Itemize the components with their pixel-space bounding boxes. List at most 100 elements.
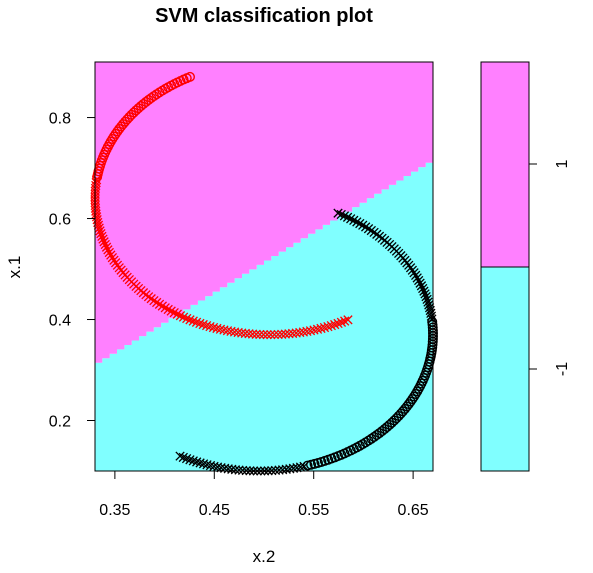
- point-x-marker: [94, 223, 104, 233]
- point-x-marker: [415, 278, 425, 288]
- point-x-marker: [273, 329, 283, 340]
- point-x-marker: [163, 304, 173, 315]
- point-x-marker: [424, 303, 435, 313]
- point-x-marker: [355, 218, 365, 229]
- point-x-marker: [209, 461, 219, 472]
- point-x-marker: [219, 325, 229, 335]
- point-x-marker: [333, 318, 343, 329]
- region-class-minus-1: [95, 162, 433, 471]
- point-x-marker: [312, 324, 323, 334]
- point-x-marker: [346, 214, 356, 224]
- point-x-marker: [349, 215, 359, 225]
- point-x-marker: [212, 323, 222, 334]
- point-x-marker: [299, 461, 309, 472]
- plot-area: [90, 61, 438, 476]
- point-x-marker: [99, 237, 109, 247]
- point-x-marker: [244, 329, 254, 339]
- y-axis-label: x.1: [5, 256, 24, 279]
- point-x-marker: [423, 297, 433, 307]
- point-x-marker: [316, 323, 326, 334]
- point-x-marker: [154, 299, 165, 309]
- point-x-marker: [258, 329, 269, 340]
- point-x-marker: [195, 458, 205, 468]
- point-x-marker: [205, 460, 216, 471]
- point-x-marker: [185, 455, 195, 465]
- point-o-marker: [107, 133, 118, 144]
- point-x-marker: [166, 306, 176, 316]
- point-x-marker: [251, 329, 261, 339]
- point-x-marker: [175, 451, 185, 461]
- point-o-marker: [110, 128, 121, 139]
- point-x-marker: [274, 465, 284, 475]
- point-x-marker: [352, 217, 362, 227]
- point-o-marker: [112, 126, 123, 137]
- point-x-marker: [198, 319, 208, 330]
- point-x-marker: [100, 239, 110, 250]
- point-x-marker: [326, 320, 336, 331]
- point-x-marker: [336, 209, 346, 220]
- legend-colorbar: 1 -1: [480, 61, 571, 472]
- point-x-marker: [414, 275, 424, 286]
- point-x-marker: [360, 222, 371, 232]
- axes: 0.35 0.45 0.55 0.65 0.2 0.4 0.6 0.8: [49, 111, 429, 519]
- region-class-1: [95, 62, 433, 363]
- plot-frame: [94, 61, 434, 472]
- point-x-marker: [91, 209, 101, 219]
- point-x-marker: [363, 224, 374, 234]
- point-x-marker: [262, 329, 272, 340]
- point-x-marker: [333, 208, 343, 218]
- point-x-marker: [420, 289, 430, 299]
- point-o-marker: [412, 386, 423, 397]
- point-x-marker: [280, 329, 291, 339]
- point-x-marker: [191, 317, 202, 327]
- point-x-marker: [185, 315, 195, 325]
- point-x-marker: [240, 328, 251, 339]
- point-x-marker: [305, 326, 316, 336]
- point-x-marker: [412, 273, 422, 283]
- point-x-marker: [302, 326, 312, 337]
- point-x-marker: [195, 318, 205, 329]
- point-x-marker: [416, 281, 427, 291]
- point-x-marker: [169, 308, 179, 318]
- point-x-marker: [208, 322, 219, 333]
- point-x-marker: [178, 452, 188, 463]
- point-x-marker: [358, 220, 368, 230]
- point-x-marker: [418, 283, 428, 294]
- point-x-marker: [266, 329, 276, 340]
- point-x-marker: [410, 270, 421, 280]
- legend-frame: [480, 61, 530, 472]
- x-axis-label: x.2: [253, 547, 276, 566]
- point-x-marker: [98, 234, 108, 244]
- point-x-marker: [201, 320, 212, 331]
- point-x-marker: [212, 462, 223, 472]
- point-x-marker: [192, 457, 202, 467]
- point-x-marker: [330, 319, 340, 330]
- point-x-marker: [104, 247, 114, 258]
- point-x-marker: [202, 460, 212, 470]
- point-x-marker: [188, 316, 198, 326]
- point-x-marker: [422, 294, 432, 305]
- point-x-marker: [255, 329, 265, 340]
- point-x-marker: [178, 312, 189, 322]
- y-tick-label: 0.8: [49, 111, 71, 128]
- point-x-marker: [269, 329, 280, 340]
- point-x-marker: [160, 303, 170, 313]
- legend-label-class-minus-1: -1: [554, 362, 571, 376]
- point-x-marker: [95, 226, 105, 236]
- point-x-marker: [277, 465, 288, 475]
- point-x-marker: [93, 220, 104, 230]
- point-x-marker: [424, 300, 434, 310]
- point-x-marker: [172, 309, 182, 319]
- point-x-marker: [409, 268, 419, 278]
- point-x-marker: [96, 228, 106, 239]
- legend-swatch-class-minus-1: [481, 267, 529, 471]
- legend-swatch-class-1: [481, 62, 529, 267]
- x-tick-label: 0.45: [199, 502, 230, 519]
- point-x-marker: [421, 291, 431, 302]
- point-x-marker: [188, 456, 198, 466]
- point-x-marker: [91, 212, 102, 222]
- point-x-marker: [336, 317, 347, 327]
- point-x-marker: [342, 212, 353, 222]
- point-x-marker: [157, 301, 168, 311]
- point-x-marker: [92, 215, 102, 225]
